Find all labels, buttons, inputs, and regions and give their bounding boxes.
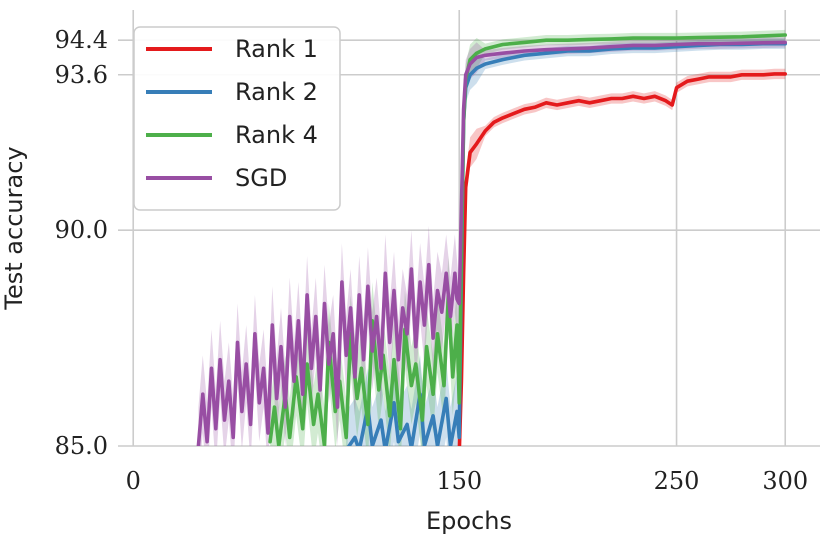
legend-label: SGD xyxy=(235,164,287,192)
x-tick-label: 250 xyxy=(654,467,700,495)
series-lines xyxy=(196,33,788,446)
legend-label: Rank 2 xyxy=(235,78,318,106)
x-tick-label: 300 xyxy=(762,467,808,495)
series-band xyxy=(270,29,786,446)
series-line xyxy=(196,40,788,446)
series-band xyxy=(459,68,786,446)
y-tick-labels: 85.0 90.0 93.6 94.4 xyxy=(55,26,108,460)
y-tick-label: 93.6 xyxy=(55,61,108,89)
series-line xyxy=(457,72,788,446)
x-tick-labels: 0 150 250 300 xyxy=(126,467,809,495)
y-tick-label: 85.0 xyxy=(55,432,108,460)
y-tick-label: 90.0 xyxy=(55,216,108,244)
x-tick-label: 0 xyxy=(126,467,141,495)
x-axis-label: Epochs xyxy=(426,507,512,535)
y-tick-label: 94.4 xyxy=(55,26,108,54)
legend-label: Rank 1 xyxy=(235,35,318,63)
y-axis-label: Test accuracy xyxy=(0,146,28,310)
legend-box xyxy=(133,26,341,211)
x-tick-label: 150 xyxy=(436,467,482,495)
legend-label: Rank 4 xyxy=(235,121,318,149)
legend: Rank 1 Rank 2 Rank 4 SGD xyxy=(133,26,341,211)
series-line xyxy=(268,33,788,446)
